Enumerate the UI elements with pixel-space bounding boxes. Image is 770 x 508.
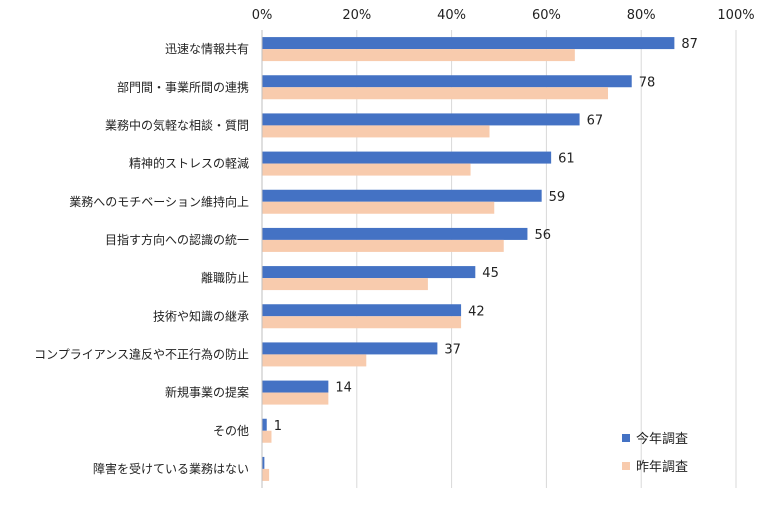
x-tick-label: 60%: [532, 8, 561, 23]
bar-last-year: [262, 163, 471, 176]
category-label: 離職防止: [201, 270, 249, 285]
legend-swatch-this-year: [622, 434, 630, 442]
bar-this-year: [262, 266, 476, 279]
category-label: 迅速な情報共有: [165, 42, 249, 56]
category-label: 精神的ストレスの軽減: [129, 156, 249, 171]
legend-swatch-last-year: [622, 462, 630, 470]
data-label: 78: [639, 75, 656, 90]
x-tick-label: 20%: [342, 8, 371, 23]
data-label: 87: [681, 37, 698, 52]
data-label: 42: [468, 304, 485, 319]
data-label: 1: [274, 419, 282, 434]
bar-this-year: [262, 456, 265, 469]
data-label: 61: [558, 152, 575, 167]
bar-this-year: [262, 113, 580, 126]
legend-label-this-year: 今年調査: [636, 431, 688, 447]
data-label: 37: [444, 342, 461, 357]
bar-this-year: [262, 37, 675, 50]
bar-this-year: [262, 151, 552, 164]
x-tick-label: 0%: [252, 8, 273, 23]
bar-last-year: [262, 239, 504, 252]
bar-last-year: [262, 430, 272, 443]
data-label: 45: [482, 266, 499, 281]
bar-this-year: [262, 304, 462, 317]
x-tick-label: 100%: [717, 8, 754, 23]
bar-this-year: [262, 342, 438, 355]
category-label: 部門間・事業所間の連携: [117, 79, 249, 94]
bar-last-year: [262, 49, 575, 62]
data-label: 56: [534, 228, 551, 243]
data-label: 14: [335, 381, 352, 396]
bar-this-year: [262, 227, 528, 240]
category-label: コンプライアンス違反や不正行為の防止: [34, 346, 249, 361]
x-tick-label: 80%: [627, 8, 656, 23]
data-label: 67: [587, 113, 604, 128]
category-label: その他: [213, 424, 249, 438]
bar-last-year: [262, 125, 490, 138]
bar-last-year: [262, 392, 329, 405]
category-label: 新規事業の提案: [165, 385, 249, 400]
bar-this-year: [262, 189, 542, 202]
bar-this-year: [262, 75, 632, 88]
legend-label-last-year: 昨年調査: [636, 460, 688, 475]
data-label: 59: [549, 190, 566, 205]
category-label: 障害を受けている業務はない: [93, 461, 249, 476]
bar-last-year: [262, 354, 367, 367]
category-label: 業務へのモチベーション維持向上: [69, 194, 249, 209]
bar-last-year: [262, 468, 270, 481]
x-tick-label: 40%: [437, 8, 466, 23]
bar-last-year: [262, 316, 462, 329]
bar-last-year: [262, 278, 428, 291]
bar-last-year: [262, 87, 609, 100]
category-label: 目指す方向への認識の統一: [105, 232, 249, 247]
bar-last-year: [262, 201, 495, 214]
category-label: 業務中の気軽な相談・質問: [105, 117, 249, 132]
category-label: 技術や知識の継承: [153, 308, 249, 323]
bar-this-year: [262, 418, 267, 431]
bar-this-year: [262, 380, 329, 393]
